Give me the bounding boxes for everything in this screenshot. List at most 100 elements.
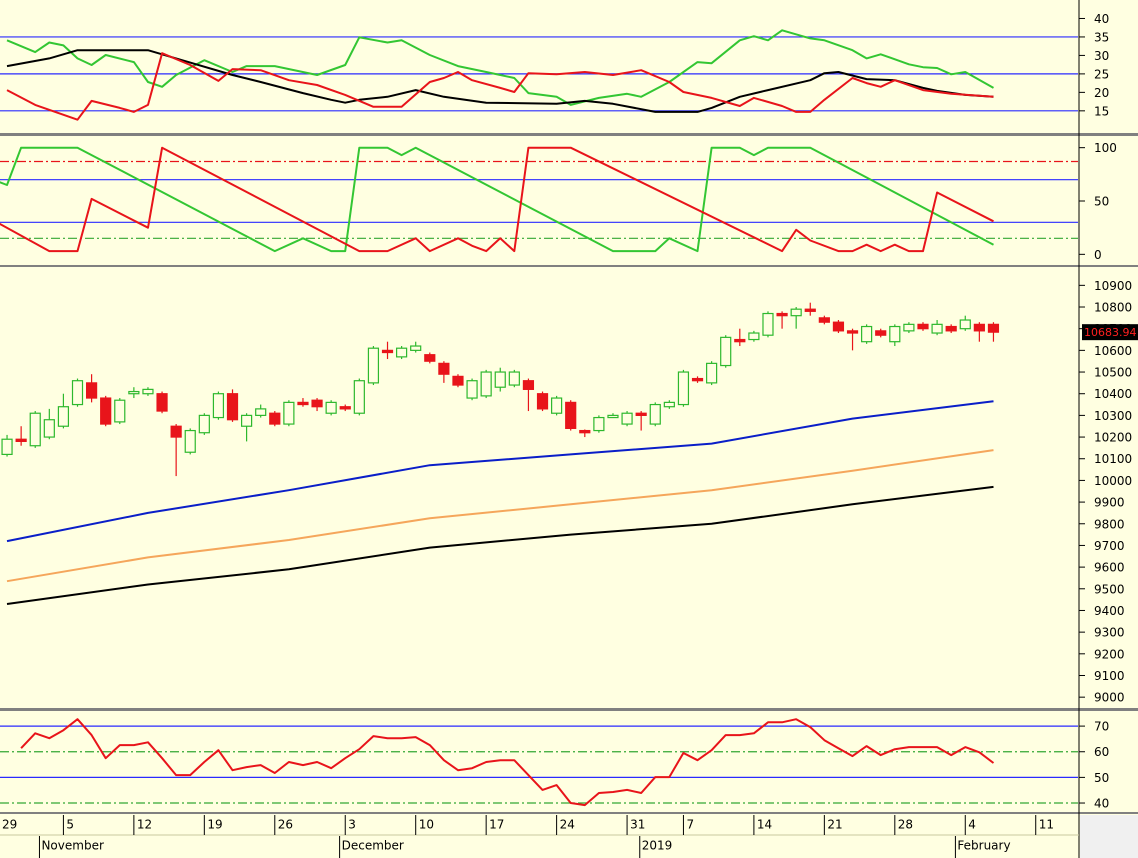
candle-body: [748, 332, 760, 341]
x-tick-label: 21: [827, 818, 842, 832]
panel-separator: [0, 265, 1138, 267]
x-tick-label: 11: [1039, 818, 1054, 832]
candle-body: [987, 323, 1000, 333]
x-tick-label: 19: [207, 818, 222, 832]
candle-body: [607, 414, 619, 419]
y-tick-label: 10800: [1094, 301, 1132, 315]
y-tick-label: 35: [1094, 30, 1109, 44]
candle-body: [410, 345, 422, 351]
series-line: [20, 718, 995, 807]
candle-body: [846, 330, 859, 334]
candle-body: [198, 414, 210, 434]
series-line: [0, 146, 994, 253]
candle-body: [255, 408, 267, 416]
month-label: February: [957, 839, 1010, 853]
candle-body: [396, 347, 408, 358]
candle-body: [283, 401, 295, 425]
x-tick-label: 3: [348, 818, 356, 832]
candle-body: [241, 414, 253, 427]
candle-body: [536, 393, 549, 410]
candle-body: [551, 397, 563, 414]
y-tick-label: 25: [1094, 67, 1109, 81]
candle-body: [156, 393, 168, 412]
candle-body: [15, 438, 27, 442]
y-tick-label: 10200: [1094, 431, 1132, 445]
candle-body: [353, 380, 365, 414]
x-tick-label: 29: [2, 818, 17, 832]
y-tick-label: 10000: [1094, 474, 1132, 488]
y-tick-label: 9500: [1094, 582, 1125, 596]
candle-body: [579, 429, 591, 434]
series-line: [0, 146, 994, 253]
candle-body: [903, 323, 915, 332]
candle-body: [635, 412, 647, 416]
y-tick-label: 40: [1094, 797, 1109, 811]
candle-body: [706, 362, 718, 384]
candle-body: [142, 388, 154, 395]
candle-body: [508, 371, 520, 386]
candle-body: [762, 312, 774, 336]
candle-body: [959, 319, 971, 330]
candle-body: [931, 323, 943, 334]
y-tick-label: 9000: [1094, 691, 1125, 705]
candle-body: [691, 377, 704, 382]
candle-body: [889, 325, 901, 343]
candle-body: [945, 325, 957, 332]
series-line: [6, 485, 994, 605]
y-tick-label: 50: [1094, 771, 1109, 785]
x-tick-label: 17: [489, 818, 504, 832]
y-tick-label: 10400: [1094, 387, 1132, 401]
candle-body: [875, 330, 887, 336]
last-price-box: [1082, 324, 1138, 341]
candle-body: [565, 401, 577, 429]
candle-body: [100, 397, 112, 425]
y-tick-label: 20: [1094, 86, 1109, 100]
candle-body: [494, 371, 506, 388]
x-tick-label: 14: [757, 818, 772, 832]
panel: [0, 146, 1078, 253]
panel-separator: [0, 812, 1138, 814]
x-tick-label: 4: [968, 818, 976, 832]
candle-body: [57, 406, 70, 427]
y-tick-label: 10900: [1094, 279, 1132, 293]
x-tick-label: 28: [898, 818, 913, 832]
panel: [1, 302, 1000, 605]
candle-body: [114, 399, 126, 423]
candle-body: [269, 412, 281, 425]
y-tick-label: 30: [1094, 49, 1109, 63]
series-line: [6, 449, 994, 583]
x-tick-label: 26: [278, 818, 293, 832]
y-tick-label: 70: [1094, 720, 1109, 734]
y-tick-label: 9100: [1094, 669, 1125, 683]
candle-body: [85, 382, 98, 399]
candle-body: [734, 338, 746, 343]
y-tick-label: 10100: [1094, 452, 1132, 466]
candle-body: [677, 371, 690, 406]
candle-body: [621, 412, 633, 425]
candle-body: [43, 419, 55, 438]
candle-body: [663, 401, 675, 408]
last-price-label: 10683.94: [1084, 326, 1137, 339]
candle-body: [593, 416, 605, 432]
y-tick-label: 10500: [1094, 366, 1132, 380]
candle-body: [790, 308, 802, 317]
y-tick-label: 50: [1094, 195, 1109, 209]
y-tick-label: 9900: [1094, 496, 1125, 510]
y-tick-label: 10300: [1094, 409, 1132, 423]
y-tick-label: 9800: [1094, 517, 1125, 531]
candle-body: [720, 336, 732, 367]
candle-body: [226, 393, 239, 421]
candle-body: [776, 312, 788, 317]
panel-separator: [0, 133, 1138, 136]
candle-body: [649, 403, 661, 425]
month-label: 2019: [642, 839, 673, 853]
candle-body: [466, 380, 478, 399]
month-label: December: [342, 839, 404, 853]
y-tick-label: 15: [1094, 104, 1109, 118]
x-tick-label: 12: [137, 818, 152, 832]
candle-body: [438, 362, 450, 375]
y-tick-label: 40: [1094, 12, 1109, 26]
y-tick-label: 9300: [1094, 626, 1125, 640]
